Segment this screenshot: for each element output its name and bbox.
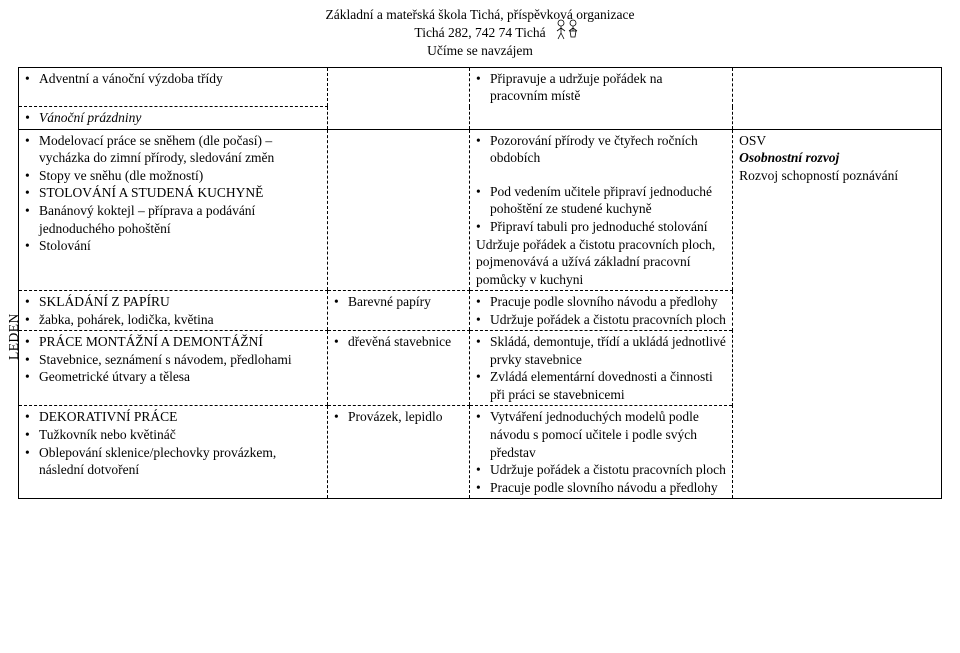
page-header: Základní a mateřská škola Tichá, příspěv… xyxy=(18,6,942,61)
list-item: Pracuje podle slovního návodu a předlohy xyxy=(490,479,728,497)
list-item: DEKORATIVNÍ PRÁCE xyxy=(39,408,323,426)
header-icon xyxy=(552,18,582,47)
list-item: Stavebnice, seznámení s návodem, předloh… xyxy=(39,351,323,369)
list-item: PRÁCE MONTÁŽNÍ A DEMONTÁŽNÍ xyxy=(39,333,323,351)
cell-competences: OSV Osobnostní rozvoj Rozvoj schopností … xyxy=(733,129,942,498)
list-item: Zvládá elementární dovednosti a činnosti… xyxy=(490,368,728,403)
list-item: Udržuje pořádek a čistotu pracovních plo… xyxy=(490,311,728,329)
list-item: Skládá, demontuje, třídí a ukládá jednot… xyxy=(490,333,728,368)
month-label: LEDEN xyxy=(6,313,22,360)
curriculum-table: Adventní a vánoční výzdoba třídy Připrav… xyxy=(18,67,942,500)
cell-outcomes: Pracuje podle slovního návodu a předlohy… xyxy=(470,291,733,331)
list-item: Pod vedením učitele připraví jednoduché … xyxy=(490,183,728,218)
spacer xyxy=(474,167,728,183)
list-item: Pozorování přírody ve čtyřech ročních ob… xyxy=(490,132,728,167)
text: Připravuje a udržuje pořádek na xyxy=(490,71,662,86)
osv-sub: Rozvoj schopností poznávání xyxy=(739,167,937,185)
cell-activity: SKLÁDÁNÍ Z PAPÍRU žabka, pohárek, lodičk… xyxy=(19,291,328,331)
list-item: Připraví tabuli pro jednoduché stolování xyxy=(490,218,728,236)
cell-competences xyxy=(733,67,942,107)
cell-activity: PRÁCE MONTÁŽNÍ A DEMONTÁŽNÍ Stavebnice, … xyxy=(19,331,328,406)
cell-outcomes: Připravuje a udržuje pořádek na pracovní… xyxy=(470,67,733,107)
cell-materials xyxy=(328,129,470,290)
list-item: Stolování xyxy=(39,237,323,255)
cell-outcomes: Vytváření jednoduchých modelů podle návo… xyxy=(470,406,733,499)
cell-materials: Barevné papíry xyxy=(328,291,470,331)
header-line-3: Učíme se navzájem xyxy=(18,42,942,60)
list-item: Barevné papíry xyxy=(348,293,465,311)
list-item: dřevěná stavebnice xyxy=(348,333,465,351)
list-item: SKLÁDÁNÍ Z PAPÍRU xyxy=(39,293,323,311)
list-item: Pracuje podle slovního návodu a předlohy xyxy=(490,293,728,311)
cell-outcomes: Skládá, demontuje, třídí a ukládá jednot… xyxy=(470,331,733,406)
list-item: Adventní a vánoční výzdoba třídy xyxy=(39,70,323,88)
list-item: STOLOVÁNÍ A STUDENÁ KUCHYNĚ xyxy=(39,184,323,202)
osv-title: Osobnostní rozvoj xyxy=(739,149,937,167)
cell-activity: DEKORATIVNÍ PRÁCE Tužkovník nebo květiná… xyxy=(19,406,328,499)
list-item: Připravuje a udržuje pořádek na pracovní… xyxy=(490,70,728,105)
list-item: Tužkovník nebo květináč xyxy=(39,426,323,444)
table-row: Adventní a vánoční výzdoba třídy Připrav… xyxy=(19,67,942,107)
text: pracovním místě xyxy=(490,88,580,103)
header-line-2: Tichá 282, 742 74 Tichá xyxy=(414,24,545,42)
list-item: Vytváření jednoduchých modelů podle návo… xyxy=(490,408,728,461)
page: Základní a mateřská škola Tichá, příspěv… xyxy=(0,0,960,653)
list-item: Banánový koktejl – příprava a podávání j… xyxy=(39,202,323,237)
list-item: Stopy ve sněhu (dle možností) xyxy=(39,167,323,185)
list-item: Oblepování sklenice/plechovky provázkem,… xyxy=(39,444,323,479)
cell-activity: Vánoční prázdniny xyxy=(19,107,328,130)
cell-materials: dřevěná stavebnice xyxy=(328,331,470,406)
list-item: Provázek, lepidlo xyxy=(348,408,465,426)
text: Udržuje pořádek a čistotu pracovních plo… xyxy=(474,236,728,289)
list-item: žabka, pohárek, lodička, květina xyxy=(39,311,323,329)
list-item: Vánoční prázdniny xyxy=(39,109,323,127)
cell-materials: Provázek, lepidlo xyxy=(328,406,470,499)
header-line-1: Základní a mateřská škola Tichá, příspěv… xyxy=(18,6,942,24)
cell-competences xyxy=(733,107,942,130)
list-item: Geometrické útvary a tělesa xyxy=(39,368,323,386)
cell-outcomes: Pozorování přírody ve čtyřech ročních ob… xyxy=(470,129,733,290)
cell-activity: Modelovací práce se sněhem (dle počasí) … xyxy=(19,129,328,290)
cell-materials xyxy=(328,107,470,130)
cell-activity: Adventní a vánoční výzdoba třídy xyxy=(19,67,328,107)
cell-outcomes xyxy=(470,107,733,130)
list-item: Modelovací práce se sněhem (dle počasí) … xyxy=(39,132,323,167)
table-row: Vánoční prázdniny xyxy=(19,107,942,130)
osv-code: OSV xyxy=(739,132,937,150)
list-item: Udržuje pořádek a čistotu pracovních plo… xyxy=(490,461,728,479)
header-line-2-text: Tichá 282, 742 74 Tichá xyxy=(414,25,545,40)
table-row: Modelovací práce se sněhem (dle počasí) … xyxy=(19,129,942,290)
cell-materials xyxy=(328,67,470,107)
